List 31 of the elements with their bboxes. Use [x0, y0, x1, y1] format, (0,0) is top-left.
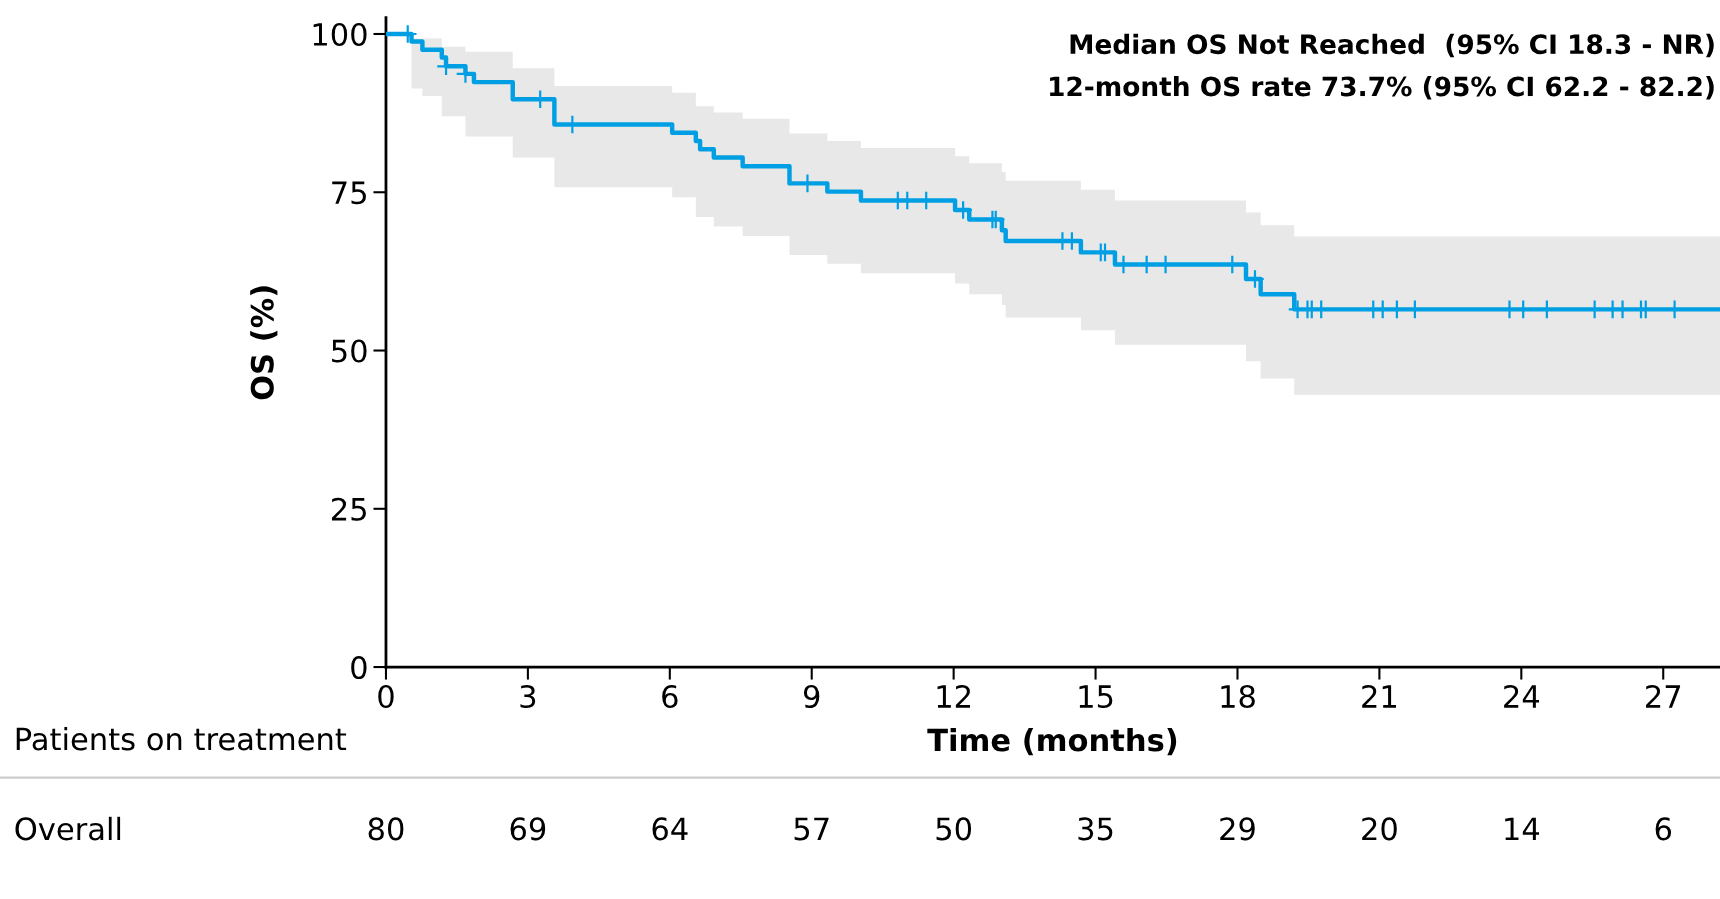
text: 14: [1505, 817, 1540, 841]
text: 80: [368, 817, 404, 841]
x-tick-label: 21: [1362, 684, 1397, 708]
text: 50: [936, 817, 972, 841]
y-tick-label: 50: [332, 339, 367, 363]
x-tick-label: 18: [1221, 684, 1255, 709]
text: Patients on treatment: [16, 726, 347, 751]
x-tick-label: 27: [1646, 684, 1681, 708]
text: 20: [1362, 817, 1397, 841]
y-tick-label: 100: [313, 22, 367, 47]
x-axis-title: Time (months): [927, 727, 1177, 756]
y-tick-label: 0: [351, 655, 367, 680]
y-axis-title: OS (%): [250, 286, 278, 400]
text: 29: [1220, 817, 1255, 841]
annotation: Median OS Not Reached (95% CI 18.3 - NR): [1070, 33, 1714, 58]
text: 57: [794, 817, 829, 841]
x-tick-label: 12: [937, 684, 971, 708]
y-tick-label: 25: [331, 497, 366, 521]
x-tick-label: 0: [378, 684, 394, 709]
text: 35: [1078, 817, 1113, 841]
x-tick-label: 9: [803, 684, 820, 709]
y-tick-label: 75: [332, 181, 366, 205]
x-tick-label: 3: [520, 684, 536, 709]
x-tick-label: 24: [1504, 684, 1540, 708]
annotation: 12-month OS rate 73.7% (95% CI 62.2 - 82.2): [1050, 75, 1714, 100]
category-label: Overall: [15, 816, 121, 841]
text: 64: [652, 817, 688, 841]
x-tick-label: 15: [1079, 685, 1113, 709]
text: 69: [510, 817, 546, 841]
text: 6: [1655, 817, 1672, 841]
x-tick-label: 6: [662, 684, 678, 709]
